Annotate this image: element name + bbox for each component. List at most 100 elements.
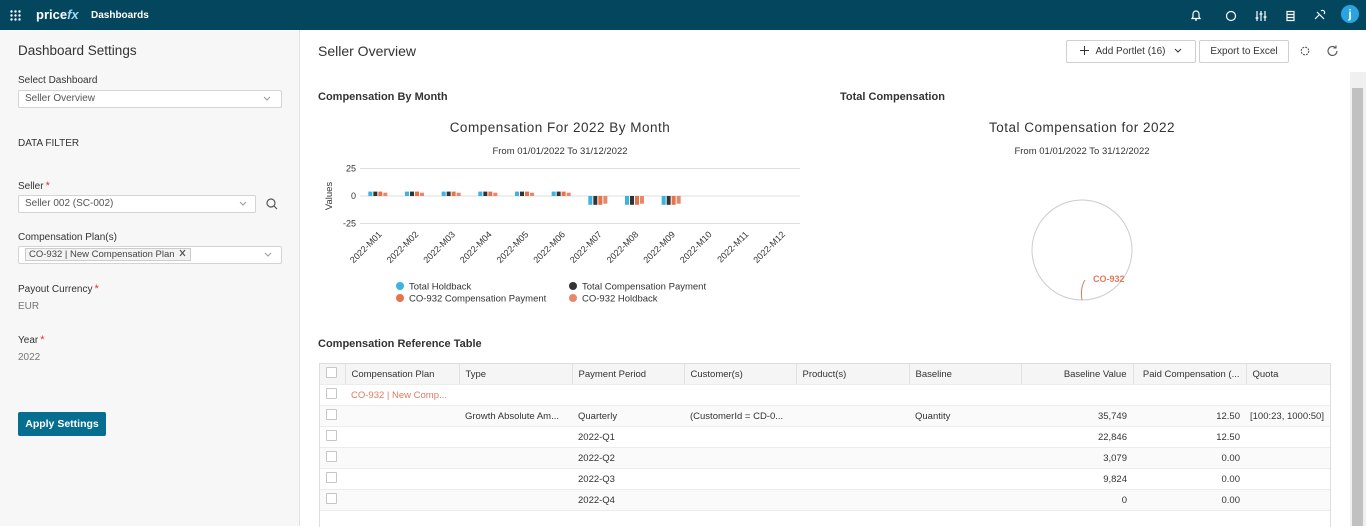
table-cell — [345, 405, 459, 427]
x-tick-label: 2022-M09 — [641, 229, 677, 265]
checkbox[interactable] — [326, 493, 337, 504]
table-cell: 3,079 — [1021, 447, 1133, 469]
notification-icon[interactable] — [1190, 10, 1202, 21]
table-cell — [345, 468, 459, 490]
bar — [561, 191, 566, 196]
bar — [676, 196, 681, 204]
label-text: Seller — [18, 181, 44, 192]
table-cell: Quarterly — [572, 405, 684, 427]
table-cell — [572, 384, 684, 406]
chart-subtitle: From 01/01/2022 To 31/12/2022 — [1014, 146, 1149, 157]
field-value: EUR — [18, 301, 40, 312]
legend-label: CO-932 Holdback — [582, 294, 658, 305]
bar — [671, 196, 676, 205]
x-tick-label: 2022-M11 — [715, 229, 750, 264]
dashboard-select[interactable]: Seller Overview — [18, 90, 282, 108]
table-cell — [345, 426, 459, 448]
settings-icon[interactable] — [1255, 11, 1267, 21]
plan-chip[interactable]: CO-932 | New Compensation Plan — [25, 248, 191, 261]
table-cell: 0.00 — [1133, 489, 1246, 511]
x-tick-label: 2022-M06 — [531, 229, 567, 265]
bar — [640, 196, 644, 204]
field-value: 2022 — [18, 352, 41, 363]
logo[interactable]: pricefx — [36, 7, 79, 22]
help-icon[interactable] — [1225, 10, 1237, 22]
legend-label: Total Compensation Payment — [582, 282, 706, 293]
plan-select[interactable]: CO-932 | New Compensation Plan — [18, 246, 282, 264]
refresh-icon[interactable] — [1327, 45, 1338, 56]
table-cell: 22,846 — [1021, 426, 1133, 448]
bar — [441, 191, 446, 196]
table-cell — [684, 447, 796, 469]
search-icon[interactable] — [266, 198, 278, 210]
table-row: 2022-Q3 9,824 0.00 — [320, 468, 1330, 490]
plus-icon — [1080, 46, 1090, 55]
apply-button[interactable]: Apply Settings — [18, 412, 106, 436]
table-row: 2022-Q2 3,079 0.00 — [320, 447, 1330, 469]
apps-icon[interactable] — [10, 10, 21, 21]
chart-title: Compensation For 2022 By Month — [450, 120, 671, 135]
scrollbar[interactable] — [1350, 72, 1366, 526]
logo-suffix: fx — [67, 7, 79, 22]
checkbox[interactable] — [326, 409, 337, 420]
user-avatar[interactable]: j — [1341, 5, 1359, 23]
table-cell: Quantity — [909, 405, 1021, 427]
chart-title: Total Compensation for 2022 — [989, 120, 1175, 135]
column-header: Customer(s) — [684, 364, 797, 385]
table-cell — [1246, 426, 1330, 448]
field-label: Payout Currency * — [18, 283, 99, 295]
leader-line — [1080, 279, 1086, 301]
checkbox-cell — [320, 384, 345, 406]
x-tick-label: 2022-M03 — [421, 229, 457, 265]
column-header: Type — [459, 364, 573, 385]
table-cell — [909, 384, 1021, 406]
table-cell — [796, 405, 909, 427]
nav-dashboards[interactable]: Dashboards — [91, 10, 149, 21]
table-row: CO-932 | New Comp... — [320, 384, 1330, 406]
checkbox-cell — [320, 426, 345, 448]
label-text: Payout Currency — [18, 284, 93, 295]
table-cell: (CustomerId = CD-0... — [684, 405, 796, 427]
required-mark: * — [45, 180, 50, 192]
bar — [493, 192, 498, 196]
y-tick-label: -25 — [343, 219, 356, 229]
scroll-thumb[interactable] — [1352, 88, 1363, 526]
table-cell — [684, 384, 796, 406]
checkbox[interactable] — [326, 451, 337, 462]
y-tick-label: 0 — [351, 191, 356, 201]
seller-select[interactable]: Seller 002 (SC-002) — [18, 195, 256, 213]
tools-icon[interactable] — [1314, 9, 1326, 20]
portlet-title: Compensation By Month — [318, 91, 448, 103]
table-cell — [459, 468, 572, 490]
table-cell — [1246, 468, 1330, 490]
checkbox[interactable] — [326, 388, 337, 399]
table-cell: 12.50 — [1133, 426, 1246, 448]
checkbox[interactable] — [326, 472, 337, 483]
table-cell — [796, 468, 909, 490]
slice-label: CO-932 — [1093, 274, 1125, 284]
table-cell — [1246, 489, 1330, 511]
column-header: Baseline Value — [1021, 364, 1134, 385]
required-mark: * — [94, 283, 99, 295]
checkbox[interactable] — [326, 430, 337, 441]
export-button[interactable]: Export to Excel — [1199, 40, 1289, 63]
chip-remove[interactable] — [178, 249, 187, 257]
field-label: Select Dashboard — [18, 75, 98, 86]
database-icon[interactable] — [1286, 10, 1295, 22]
bar — [566, 192, 571, 196]
bar — [661, 196, 666, 205]
add-portlet-button[interactable]: Add Portlet (16) — [1066, 40, 1196, 63]
table-cell: [100:23, 1000:50] — [1246, 405, 1330, 427]
bar — [483, 191, 488, 196]
legend-marker — [569, 282, 577, 290]
checkbox[interactable] — [326, 367, 337, 378]
table-cell: 9,824 — [1021, 468, 1133, 490]
gear-icon[interactable] — [1300, 46, 1310, 56]
x-tick-label: 2022-M10 — [678, 229, 714, 265]
y-tick-label: 25 — [346, 164, 356, 174]
table-cell — [796, 489, 909, 511]
bar — [630, 196, 634, 205]
bar — [488, 191, 493, 196]
bar — [666, 196, 671, 205]
portlet-title: Total Compensation — [840, 91, 945, 103]
